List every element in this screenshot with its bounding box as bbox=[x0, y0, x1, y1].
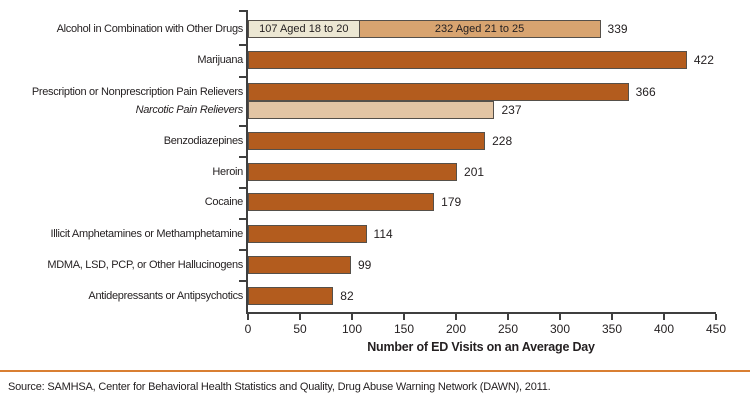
bar bbox=[248, 132, 486, 150]
bar: 107 Aged 18 to 20 232 Aged 21 to 25 bbox=[248, 20, 601, 38]
x-axis-tick bbox=[299, 314, 301, 320]
x-axis-title: Number of ED Visits on an Average Day bbox=[367, 340, 595, 354]
x-axis-tick bbox=[507, 314, 509, 320]
value-label: 422 bbox=[693, 53, 714, 67]
y-axis-tick bbox=[239, 187, 246, 189]
x-axis-tick-label: 400 bbox=[653, 322, 675, 336]
plot-area: 107 Aged 18 to 20 232 Aged 21 to 25 339 422… bbox=[246, 10, 716, 314]
x-axis-tick-label: 150 bbox=[393, 322, 415, 336]
x-axis-tick bbox=[611, 314, 613, 320]
category-label: Antidepressants or Antipsychotics bbox=[88, 290, 243, 302]
bar bbox=[248, 225, 367, 243]
x-axis-tick-label: 50 bbox=[293, 322, 307, 336]
x-axis-tick bbox=[403, 314, 405, 320]
bar-segment: 107 Aged 18 to 20 bbox=[249, 21, 360, 37]
y-axis-tick bbox=[239, 280, 246, 282]
x-axis-tick bbox=[247, 314, 249, 320]
x-axis-tick bbox=[663, 314, 665, 320]
bar bbox=[248, 256, 351, 274]
category-label: Benzodiazepines bbox=[163, 135, 244, 147]
x-axis-tick-label: 250 bbox=[497, 322, 519, 336]
x-axis-tick-label: 300 bbox=[549, 322, 571, 336]
separator-line bbox=[0, 370, 750, 372]
value-label: 82 bbox=[340, 289, 354, 303]
bar-segment: 232 Aged 21 to 25 bbox=[359, 21, 600, 37]
x-axis-tick-label: 0 bbox=[244, 322, 252, 336]
y-axis-tick bbox=[239, 156, 246, 158]
y-axis-tick bbox=[239, 218, 246, 220]
bar bbox=[248, 287, 334, 305]
y-axis-tick bbox=[239, 10, 246, 12]
x-axis-tick-label: 350 bbox=[601, 322, 623, 336]
value-label: 114 bbox=[373, 227, 393, 241]
category-label: Prescription or Nonprescription Pain Rel… bbox=[31, 86, 243, 98]
value-label: 339 bbox=[607, 22, 628, 36]
value-label: 366 bbox=[635, 85, 656, 99]
bar bbox=[248, 51, 687, 69]
x-axis-tick-label: 100 bbox=[341, 322, 363, 336]
bar bbox=[248, 193, 435, 211]
category-label: Alcohol in Combination with Other Drugs bbox=[56, 23, 244, 35]
x-axis-tick-label: 450 bbox=[705, 322, 727, 336]
value-label: 237 bbox=[501, 103, 522, 117]
category-label: MDMA, LSD, PCP, or Other Hallucinogens bbox=[47, 259, 243, 271]
value-label: 228 bbox=[492, 134, 513, 148]
x-axis-tick bbox=[351, 314, 353, 320]
value-label: 99 bbox=[357, 258, 372, 272]
y-axis-tick bbox=[239, 249, 246, 251]
value-label: 179 bbox=[441, 195, 462, 209]
y-axis-tick bbox=[239, 44, 246, 46]
x-axis-tick bbox=[715, 314, 717, 320]
x-axis-tick-label: 200 bbox=[445, 322, 467, 336]
x-axis-tick bbox=[455, 314, 457, 320]
source-text: Source: SAMHSA, Center for Behavioral He… bbox=[8, 381, 551, 393]
x-axis-tick bbox=[559, 314, 561, 320]
category-label: Illicit Amphetamines or Methamphetamine bbox=[50, 228, 243, 240]
value-label: 201 bbox=[464, 165, 485, 179]
y-axis-tick bbox=[239, 76, 246, 78]
bar bbox=[248, 163, 458, 181]
bar bbox=[248, 101, 495, 119]
y-axis-tick bbox=[239, 125, 246, 127]
category-label: Heroin bbox=[212, 166, 243, 178]
bar bbox=[248, 83, 629, 101]
category-label: Marijuana bbox=[197, 54, 243, 66]
category-label: Cocaine bbox=[204, 196, 244, 208]
category-label: Narcotic Pain Relievers bbox=[135, 104, 244, 116]
